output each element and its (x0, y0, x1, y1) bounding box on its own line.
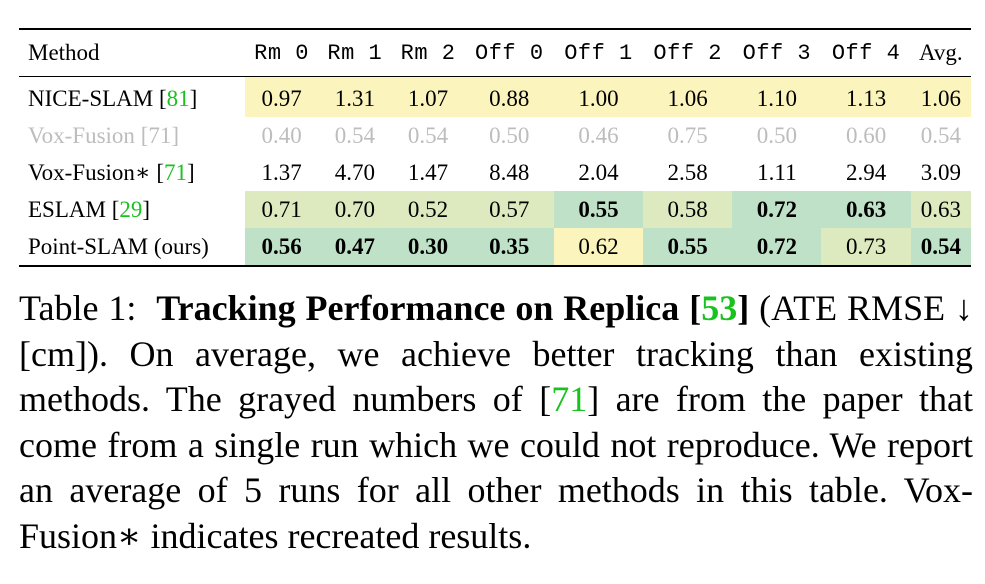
value-cell: 0.46 (578, 122, 619, 148)
value-cell: 0.58 (643, 191, 733, 228)
value-cell: 8.48 (489, 159, 530, 185)
avg-cell: 0.54 (920, 122, 961, 148)
header-off4: Off 4 (831, 40, 901, 66)
caption-text-part1: (ATE RMSE ↓ [cm]). On average, we achiev… (19, 288, 974, 419)
value-cell: 2.04 (578, 159, 619, 185)
results-table-container: Method Rm 0 Rm 1 Rm 2 Off 0 Off 1 Off 2 … (19, 28, 971, 267)
caption-label: Table 1: (19, 288, 137, 328)
value-cell: 0.56 (244, 228, 319, 266)
method-cell: Point-SLAM (ours) (19, 228, 245, 266)
value-cell: 4.70 (334, 159, 375, 185)
method-name: Point-SLAM (ours) (28, 233, 209, 259)
method-cell: Vox-Fusion∗ [71] (28, 159, 195, 185)
value-cell: 0.52 (391, 191, 465, 228)
value-cell: 1.13 (821, 76, 911, 117)
header-off3: Off 3 (742, 40, 812, 66)
avg-cell: 3.09 (920, 159, 961, 185)
value-cell: 0.72 (732, 228, 822, 266)
value-cell: 0.62 (553, 228, 644, 266)
value-cell: 0.54 (334, 122, 375, 148)
table-row: Vox-Fusion∗ [71] 1.37 4.70 1.47 8.48 2.0… (19, 154, 971, 191)
value-cell: 0.47 (318, 228, 392, 266)
value-cell: 0.72 (732, 191, 822, 228)
table-row: ESLAM [29] 0.71 0.70 0.52 0.57 0.55 0.58… (19, 191, 971, 228)
table-row: NICE-SLAM [81] 0.97 1.31 1.07 0.88 1.00 … (19, 76, 971, 117)
method-name: Vox-Fusion∗ (28, 159, 151, 185)
method-cell: Vox-Fusion [71] (28, 122, 180, 148)
value-cell: 0.40 (261, 122, 302, 148)
table-row: Point-SLAM (ours) 0.56 0.47 0.30 0.35 0.… (19, 228, 971, 266)
value-cell: 0.97 (244, 76, 319, 117)
method-name: ESLAM (28, 196, 106, 222)
value-cell: 2.58 (667, 159, 708, 185)
value-cell: 0.75 (667, 122, 708, 148)
value-cell: 2.94 (845, 159, 887, 185)
value-cell: 1.07 (391, 76, 465, 117)
value-cell: 0.55 (643, 228, 733, 266)
citation-link[interactable]: 71 (164, 159, 187, 185)
value-cell: 1.10 (732, 76, 822, 117)
caption-title-text: Tracking Performance on Replica (156, 288, 680, 328)
header-rm2: Rm 2 (400, 40, 456, 66)
value-cell: 0.50 (489, 122, 530, 148)
value-cell: 1.00 (553, 76, 644, 117)
header-off0: Off 0 (475, 40, 544, 66)
value-cell: 0.88 (464, 76, 554, 117)
caption-title: Tracking Performance on Replica [53] (156, 288, 750, 328)
value-cell: 0.57 (464, 191, 554, 228)
table-header-row: Method Rm 0 Rm 1 Rm 2 Off 0 Off 1 Off 2 … (19, 29, 971, 77)
caption-text-part2: are from the paper that come from a sing… (19, 379, 973, 556)
citation-link[interactable]: 53 (701, 288, 738, 328)
table-row: Vox-Fusion [71] 0.40 0.54 0.54 0.50 0.46… (19, 117, 971, 154)
header-off1: Off 1 (564, 40, 633, 66)
value-cell: 1.06 (643, 76, 733, 117)
value-cell: 0.70 (318, 191, 392, 228)
citation-link[interactable]: 81 (166, 85, 190, 111)
header-off2: Off 2 (653, 40, 722, 66)
header-method: Method (28, 40, 100, 65)
method-name: Vox-Fusion (28, 122, 135, 148)
tracking-results-table: Method Rm 0 Rm 1 Rm 2 Off 0 Off 1 Off 2 … (19, 28, 971, 267)
value-cell: 0.71 (244, 191, 319, 228)
avg-cell: 0.54 (910, 228, 971, 266)
value-cell: 0.50 (756, 122, 797, 148)
value-cell: 1.11 (757, 159, 797, 185)
value-cell: 0.73 (821, 228, 911, 266)
citation-link[interactable]: 29 (119, 196, 143, 222)
header-rm1: Rm 1 (327, 40, 383, 66)
method-cell: ESLAM [29] (28, 196, 151, 222)
value-cell: 0.35 (464, 228, 554, 266)
citation-link[interactable]: 71 (551, 379, 588, 419)
table-caption: Table 1: Tracking Performance on Replica… (19, 288, 974, 556)
value-cell: 0.60 (845, 122, 887, 148)
citation-link[interactable]: 71 (148, 122, 172, 148)
header-rm0: Rm 0 (254, 40, 309, 66)
method-cell: NICE-SLAM [81] (28, 85, 198, 111)
value-cell: 1.31 (318, 76, 392, 117)
value-cell: 0.30 (391, 228, 465, 266)
avg-cell: 0.63 (910, 191, 971, 228)
value-cell: 1.37 (261, 159, 302, 185)
avg-cell: 1.06 (910, 76, 971, 117)
value-cell: 0.55 (553, 191, 644, 228)
header-avg: Avg. (919, 40, 963, 65)
method-name: NICE-SLAM (28, 85, 154, 111)
value-cell: 0.54 (407, 122, 449, 148)
value-cell: 1.47 (407, 159, 449, 185)
value-cell: 0.63 (821, 191, 911, 228)
